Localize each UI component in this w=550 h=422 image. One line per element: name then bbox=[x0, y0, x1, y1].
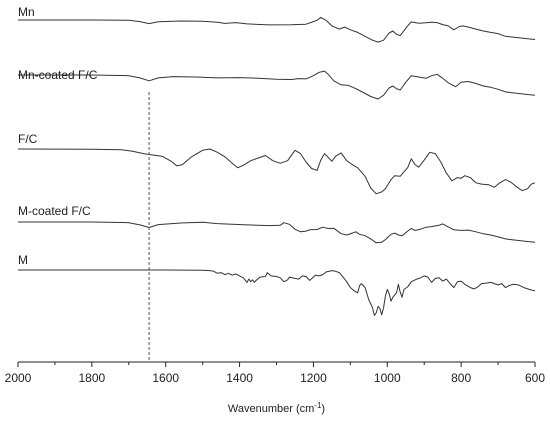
x-axis-label-tail: ) bbox=[321, 403, 325, 415]
series-label-fc: F/C bbox=[18, 132, 38, 146]
series-labels: Mn Mn-coated F/C F/C M-coated F/C M bbox=[18, 5, 98, 267]
x-tick-label-1600: 1600 bbox=[152, 371, 179, 385]
series-label-mn: Mn bbox=[18, 5, 35, 19]
x-tick-label-1200: 1200 bbox=[300, 371, 327, 385]
series-line-mn bbox=[18, 16, 536, 43]
series-label-mn-coated-fc: Mn-coated F/C bbox=[18, 68, 98, 82]
x-axis-ticks: 2000 1800 1600 1400 1200 1000 800 600 bbox=[5, 362, 545, 385]
x-axis-label: Wavenumber (cm-1) bbox=[228, 401, 325, 415]
x-tick-label-600: 600 bbox=[525, 371, 545, 385]
series-label-m: M bbox=[18, 253, 28, 267]
x-axis-label-main: Wavenumber (cm bbox=[228, 403, 314, 415]
x-axis-label-sup: -1 bbox=[314, 401, 322, 410]
x-tick-label-800: 800 bbox=[451, 371, 471, 385]
x-tick-label-2000: 2000 bbox=[5, 371, 32, 385]
x-tick-label-1000: 1000 bbox=[374, 371, 401, 385]
series-line-m-coated-fc bbox=[18, 221, 536, 244]
series-line-fc bbox=[17, 148, 536, 195]
series-line-mn-coated-fc bbox=[18, 70, 536, 100]
x-tick-label-1400: 1400 bbox=[226, 371, 253, 385]
series-line-m bbox=[18, 269, 536, 316]
series-layer bbox=[17, 16, 536, 316]
x-tick-label-1800: 1800 bbox=[79, 371, 106, 385]
series-label-m-coated-fc: M-coated F/C bbox=[18, 204, 91, 218]
